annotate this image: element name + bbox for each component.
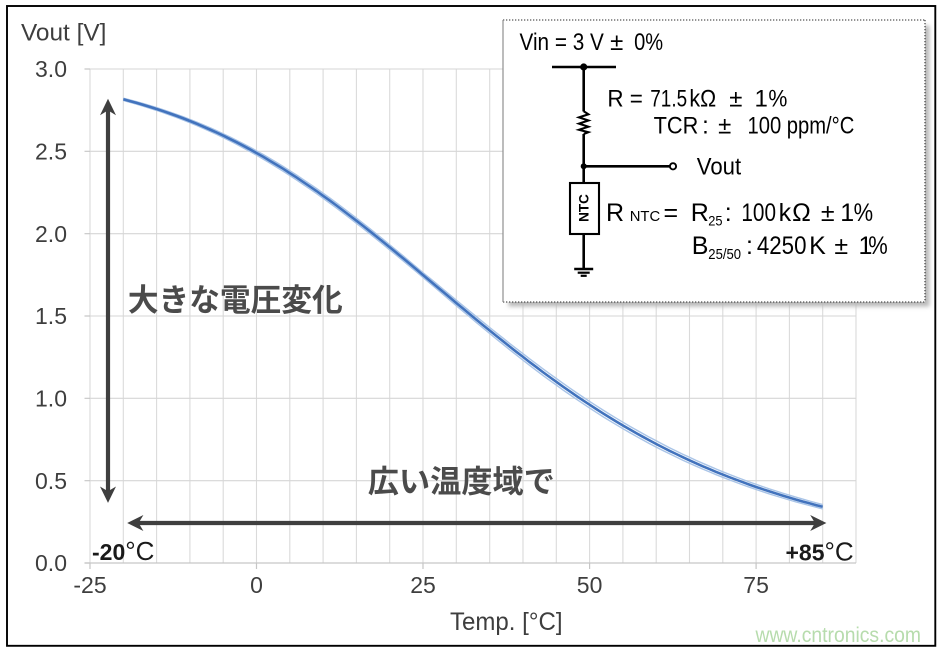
svg-text:Vout: Vout — [697, 153, 742, 180]
svg-text:1: 1 — [840, 199, 854, 227]
svg-text:1.5: 1.5 — [35, 303, 67, 329]
svg-text:71.5: 71.5 — [650, 86, 687, 113]
svg-text:±: ± — [729, 86, 742, 113]
svg-text:www.cntronics.com: www.cntronics.com — [755, 624, 921, 647]
svg-text:100 ppm/°C: 100 ppm/°C — [748, 112, 855, 139]
svg-text:TCR: TCR — [654, 112, 699, 139]
svg-text:25: 25 — [410, 572, 436, 598]
svg-text:R =: R = — [607, 86, 643, 113]
svg-text:-20°C: -20°C — [92, 536, 154, 566]
svg-text:Vout [V]: Vout [V] — [21, 20, 106, 47]
svg-text:B: B — [692, 232, 709, 260]
svg-text:3.0: 3.0 — [35, 56, 67, 82]
svg-text:100: 100 — [741, 199, 776, 227]
svg-text:%: % — [768, 86, 787, 113]
svg-text:25/50: 25/50 — [708, 246, 741, 263]
svg-text:0.5: 0.5 — [35, 468, 67, 494]
svg-text::: : — [702, 112, 709, 139]
svg-text:1.0: 1.0 — [35, 386, 67, 412]
svg-text:kΩ: kΩ — [689, 86, 716, 113]
svg-text::: : — [725, 199, 732, 227]
svg-text:2.0: 2.0 — [35, 221, 67, 247]
svg-text:%: % — [868, 232, 888, 260]
svg-text:R: R — [691, 199, 709, 227]
svg-text:2.5: 2.5 — [35, 139, 67, 165]
svg-text:%: % — [854, 199, 874, 227]
svg-text:-25: -25 — [73, 572, 106, 598]
svg-text:±: ± — [834, 232, 848, 260]
svg-text:50: 50 — [577, 572, 603, 598]
svg-text:75: 75 — [743, 572, 769, 598]
svg-text:±: ± — [821, 199, 835, 227]
svg-text:NTC: NTC — [630, 208, 661, 225]
svg-text:Temp. [°C]: Temp. [°C] — [450, 608, 563, 636]
svg-text:+85°C: +85°C — [786, 537, 854, 567]
svg-text:4250: 4250 — [757, 232, 807, 260]
svg-text:NTC: NTC — [577, 194, 592, 222]
svg-text:25: 25 — [708, 212, 722, 228]
svg-text:K: K — [809, 232, 826, 260]
svg-text:Vin = 3 V: Vin = 3 V — [520, 29, 604, 56]
svg-text:±: ± — [718, 112, 731, 139]
svg-text:R: R — [606, 199, 624, 227]
svg-text:=: = — [664, 199, 679, 227]
svg-text:±: ± — [610, 29, 623, 56]
svg-text:Ω: Ω — [792, 199, 811, 227]
svg-text:1: 1 — [859, 232, 873, 260]
svg-text:1: 1 — [755, 86, 768, 113]
svg-text:k: k — [779, 199, 792, 227]
svg-text:0%: 0% — [634, 29, 663, 56]
svg-text:0: 0 — [250, 572, 263, 598]
svg-text:0.0: 0.0 — [35, 550, 67, 576]
svg-text::: : — [746, 232, 753, 260]
